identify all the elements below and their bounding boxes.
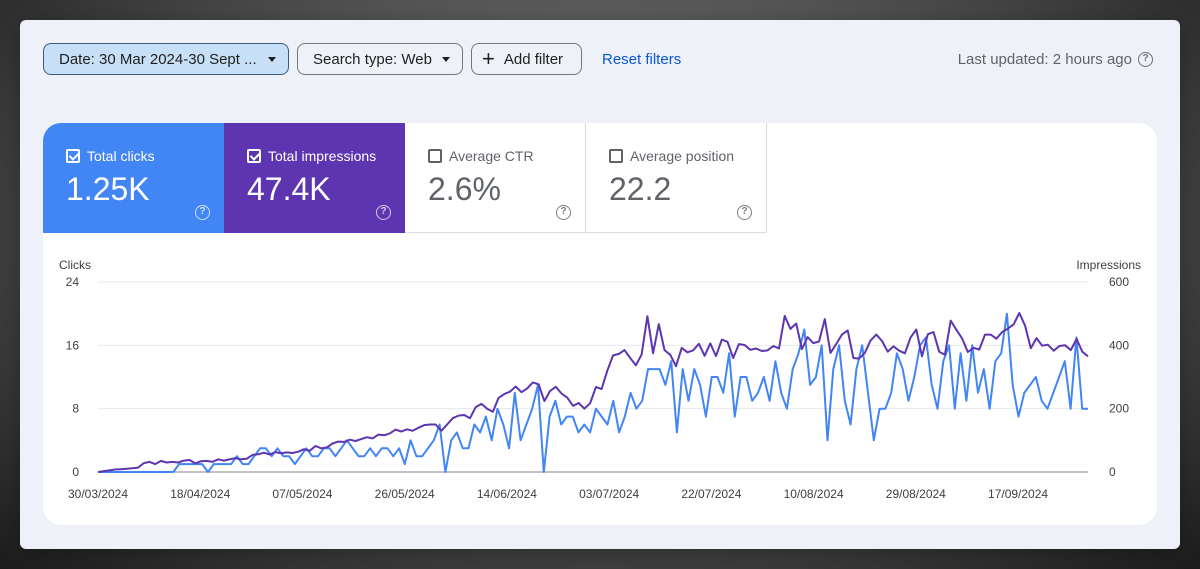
left-tick-label: 0 (72, 465, 79, 479)
search-type-label: Search type: Web (313, 50, 432, 68)
right-tick-label: 400 (1109, 338, 1129, 352)
x-tick-label: 07/05/2024 (272, 487, 332, 501)
metric-card-average-position[interactable]: Average position 22.2 ? (586, 123, 767, 233)
metric-label: Average position (630, 148, 735, 164)
dropdown-caret-icon (268, 57, 276, 62)
left-tick-label: 16 (66, 338, 80, 352)
series-line-clicks (98, 312, 1088, 473)
help-icon[interactable]: ? (556, 205, 571, 220)
x-tick-label: 10/08/2024 (784, 487, 844, 501)
metric-label: Average CTR (449, 148, 534, 164)
dropdown-caret-icon (442, 57, 450, 62)
performance-chart: 24 600 16 400 8 200 0 0 Clicks Impressions 30/03/2… (59, 258, 1141, 501)
plus-icon: + (482, 46, 495, 71)
left-tick-label: 8 (72, 402, 79, 416)
right-axis-title: Impressions (1076, 258, 1141, 272)
metric-label: Total clicks (87, 148, 155, 164)
help-icon[interactable]: ? (195, 205, 210, 220)
x-tick-label: 18/04/2024 (170, 487, 230, 501)
search-type-button[interactable]: Search type: Web (297, 43, 463, 75)
metric-value: 47.4K (247, 171, 331, 207)
checkbox-unchecked-icon[interactable] (609, 149, 623, 163)
add-filter-label: Add filter (503, 50, 564, 68)
x-tick-label: 17/09/2024 (988, 487, 1048, 501)
filter-toolbar: Date: 30 Mar 2024-30 Sept ... Search typ… (43, 43, 1157, 75)
metric-value: 2.6% (428, 171, 501, 207)
left-axis-title: Clicks (59, 258, 91, 272)
x-tick-label: 30/03/2024 (68, 487, 128, 501)
x-tick-label: 22/07/2024 (681, 487, 741, 501)
right-tick-label: 600 (1109, 275, 1129, 289)
series-line-impressions (97, 312, 1089, 473)
left-tick-label: 24 (66, 275, 80, 289)
x-tick-label: 26/05/2024 (375, 487, 435, 501)
checkbox-checked-icon[interactable] (66, 149, 80, 163)
help-icon[interactable]: ? (1138, 52, 1153, 67)
last-updated-text: Last updated: 2 hours ago (957, 51, 1132, 68)
performance-card: Total clicks 1.25K ? Total impressions 4… (43, 123, 1157, 525)
metric-value: 22.2 (609, 171, 672, 207)
last-updated-status: Last updated: 2 hours ago ? (958, 51, 1153, 68)
date-filter-button[interactable]: Date: 30 Mar 2024-30 Sept ... (43, 43, 289, 75)
right-tick-label: 200 (1109, 402, 1129, 416)
x-tick-label: 29/08/2024 (886, 487, 946, 501)
metric-card-total-impressions[interactable]: Total impressions 47.4K ? (224, 123, 405, 233)
metric-card-total-clicks[interactable]: Total clicks 1.25K ? (43, 123, 224, 233)
add-filter-button[interactable]: + Add filter (471, 43, 582, 75)
right-tick-label: 0 (1109, 465, 1116, 479)
metric-value: 1.25K (66, 171, 150, 207)
help-icon[interactable]: ? (737, 205, 752, 220)
x-tick-label: 03/07/2024 (579, 487, 639, 501)
help-icon[interactable]: ? (376, 205, 391, 220)
checkbox-checked-icon[interactable] (247, 149, 261, 163)
performance-panel: Date: 30 Mar 2024-30 Sept ... Search typ… (20, 20, 1180, 549)
metric-label: Total impressions (268, 148, 377, 164)
checkbox-unchecked-icon[interactable] (428, 149, 442, 163)
metric-card-average-ctr[interactable]: Average CTR 2.6% ? (405, 123, 586, 233)
x-tick-label: 14/06/2024 (477, 487, 537, 501)
date-filter-label: Date: 30 Mar 2024-30 Sept ... (59, 50, 257, 68)
reset-filters-link[interactable]: Reset filters (602, 51, 682, 68)
